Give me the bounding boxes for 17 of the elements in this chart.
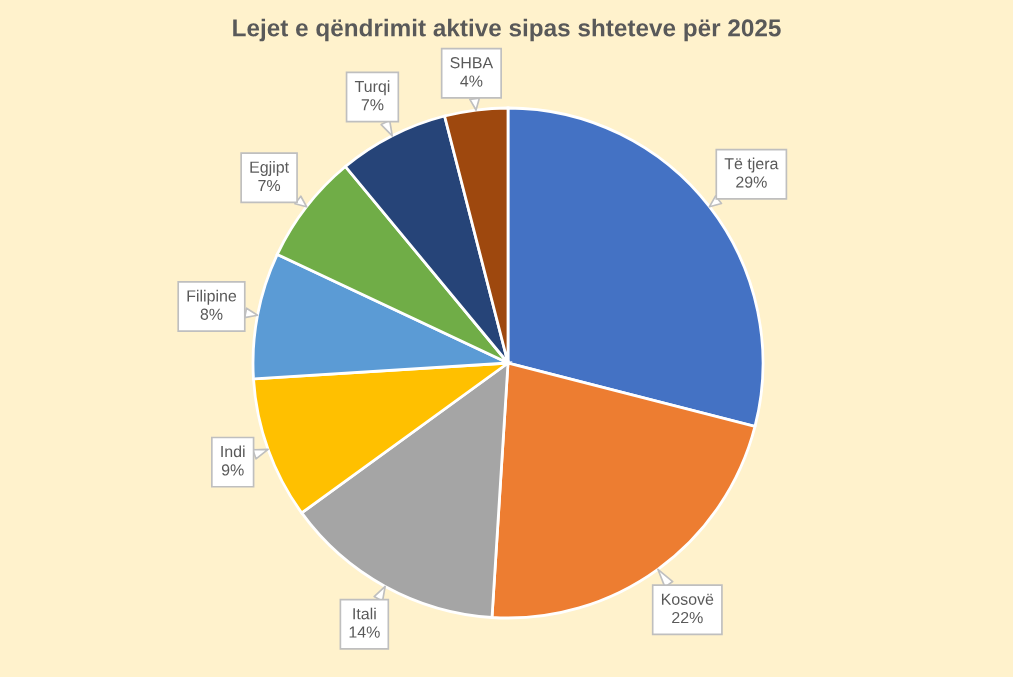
data-label: 8% — [200, 308, 223, 320]
data-label: 29% — [736, 176, 767, 188]
slice-label: Të tjera — [724, 157, 779, 173]
slice-label: Egjipt — [250, 161, 289, 176]
data-label: 22% — [672, 611, 703, 624]
slice-label: Kosovë — [661, 593, 714, 605]
slice-label: Indi — [221, 445, 245, 458]
data-label: 14% — [349, 626, 380, 638]
slice-label: SHBA — [450, 57, 494, 69]
data-label: 7% — [258, 179, 281, 192]
data-label: 9% — [221, 464, 244, 476]
slice-label: Itali — [353, 607, 376, 620]
data-label: 7% — [361, 99, 384, 111]
slice-label: Turqi — [354, 80, 390, 96]
slice-label: Filipine — [187, 289, 237, 305]
chart-title: Lejet e qëndrimit aktive sipas shteteve për 2025 — [233, 18, 781, 42]
data-label: 4% — [460, 75, 483, 87]
